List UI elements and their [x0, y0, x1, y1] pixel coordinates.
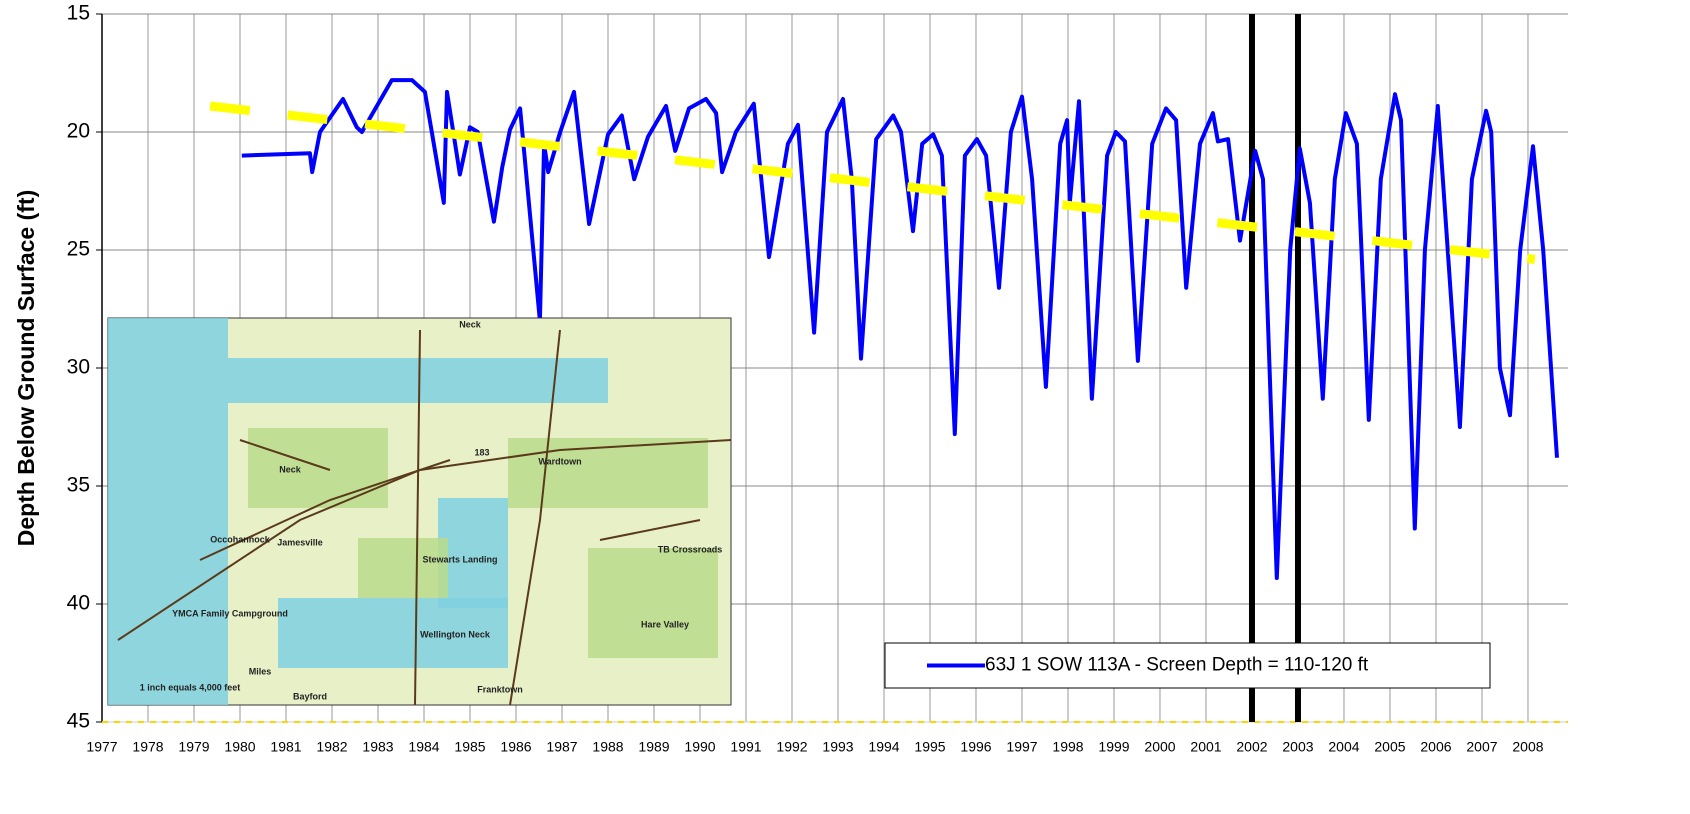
map-label: Neck [279, 464, 302, 474]
x-tick-label: 1992 [776, 739, 807, 755]
map-road [414, 329, 421, 706]
x-tick-label: 1989 [638, 739, 669, 755]
y-tick-label: 40 [67, 592, 90, 615]
x-tick-label: 1988 [592, 739, 623, 755]
x-tick-label: 1983 [362, 739, 393, 755]
x-tick-label: 1997 [1006, 739, 1037, 755]
x-tick-label: 1996 [960, 739, 991, 755]
y-tick-label: 20 [67, 120, 90, 143]
trend-line [209, 101, 1536, 264]
map-road [599, 519, 701, 541]
x-tick-label: 2000 [1144, 739, 1175, 755]
x-tick-label: 2003 [1282, 739, 1313, 755]
x-tick-label: 1978 [132, 739, 163, 755]
map-label: Occohannock [210, 534, 271, 544]
x-tick-label: 1993 [822, 739, 853, 755]
map-label: 1 inch equals 4,000 feet [140, 682, 241, 692]
map-road [199, 459, 451, 561]
y-tick-label: 35 [67, 474, 90, 497]
y-tick-label: 45 [67, 710, 90, 733]
y-tick-label: 30 [67, 356, 90, 379]
map-label: Wardtown [538, 456, 581, 466]
map-label: 183 [474, 447, 489, 457]
map-area [358, 538, 448, 598]
map-area [228, 358, 608, 403]
map-road [239, 439, 331, 471]
x-tick-label: 2006 [1420, 739, 1451, 755]
map-label: Jamesville [277, 537, 323, 547]
map-label: Stewarts Landing [422, 554, 497, 564]
series-line [241, 78, 1559, 580]
map-label: TB Crossroads [658, 544, 723, 554]
map-label: Bayford [293, 691, 327, 701]
x-tick-label: 2004 [1328, 739, 1359, 755]
x-tick-label: 1999 [1098, 739, 1129, 755]
x-tick-label: 1979 [178, 739, 209, 755]
map-area [508, 438, 708, 508]
map-label: Wellington Neck [420, 629, 491, 639]
y-tick-label: 15 [67, 2, 90, 25]
x-tick-label: 2008 [1512, 739, 1543, 755]
x-tick-label: 1987 [546, 739, 577, 755]
map-area [588, 548, 718, 658]
x-tick-label: 1985 [454, 739, 485, 755]
x-tick-label: 1990 [684, 739, 715, 755]
x-tick-label: 1980 [224, 739, 255, 755]
map-label: Hare Valley [641, 619, 689, 629]
map-area [278, 598, 508, 668]
x-tick-label: 1981 [270, 739, 301, 755]
map-area [248, 428, 388, 508]
x-tick-label: 1991 [730, 739, 761, 755]
legend-box [884, 642, 1491, 689]
map-label: YMCA Family Campground [172, 608, 288, 618]
inset-map: Neck Occohannock Neck Jamesville Wardtown Ste… [107, 317, 732, 706]
y-tick-label: 25 [67, 238, 90, 261]
map-label: Neck [459, 319, 482, 329]
map-area [438, 498, 508, 608]
x-tick-label: 1995 [914, 739, 945, 755]
map-area [108, 318, 228, 705]
x-tick-label: 1998 [1052, 739, 1083, 755]
map-label: Miles [249, 666, 272, 676]
y-axis-label: Depth Below Ground Surface (ft) [13, 190, 39, 547]
x-tick-label: 1994 [868, 739, 899, 755]
map-road [509, 329, 561, 706]
x-tick-label: 2001 [1190, 739, 1221, 755]
x-tick-label: 1984 [408, 739, 439, 755]
x-tick-label: 2002 [1236, 739, 1267, 755]
x-tick-label: 1986 [500, 739, 531, 755]
legend-label: 63J 1 SOW 113A - Screen Depth = 110-120 … [985, 655, 1369, 676]
map-label: Franktown [477, 684, 523, 694]
x-tick-label: 1982 [316, 739, 347, 755]
x-tick-label: 1977 [86, 739, 117, 755]
x-tick-label: 2005 [1374, 739, 1405, 755]
x-tick-label: 2007 [1466, 739, 1497, 755]
